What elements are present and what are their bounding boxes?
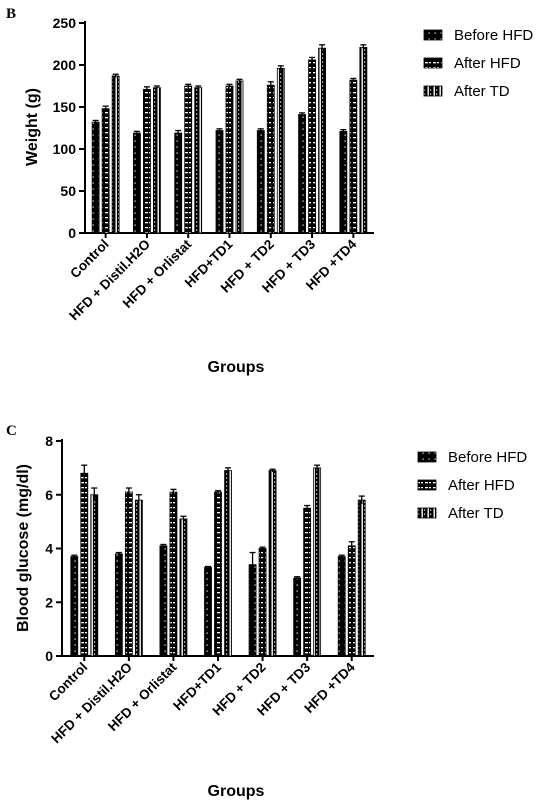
bar	[174, 132, 183, 234]
bar	[359, 46, 368, 234]
bar	[357, 499, 366, 657]
y-axis-title: Weight (g)	[24, 88, 41, 166]
bar	[70, 556, 79, 657]
bar	[214, 491, 222, 657]
bar	[90, 494, 99, 657]
bar	[194, 87, 203, 234]
y-tick-label: 50	[60, 183, 76, 199]
bar	[337, 556, 346, 657]
bar	[111, 75, 120, 234]
bar	[347, 545, 356, 657]
x-tick-label: Control	[46, 660, 91, 705]
bar	[235, 80, 244, 234]
bar	[143, 88, 151, 234]
bar	[215, 130, 224, 234]
bar	[179, 518, 188, 657]
legend-swatch	[417, 507, 437, 519]
bar	[256, 130, 265, 234]
legend-swatch	[423, 29, 443, 41]
y-axis-title: Blood glucose (mg/dl)	[15, 464, 32, 632]
legend-label: After HFD	[454, 55, 521, 72]
bar	[159, 545, 168, 657]
legend-label: After TD	[454, 83, 510, 100]
bar	[101, 108, 110, 234]
y-tick-label: 2	[45, 594, 53, 610]
legend-label: Before HFD	[454, 27, 533, 44]
bar	[224, 470, 232, 657]
bar	[133, 132, 141, 234]
bar	[91, 121, 100, 234]
x-axis-title: Groups	[208, 783, 265, 800]
y-tick-label: 4	[45, 541, 53, 557]
bar	[266, 84, 275, 234]
bar	[318, 47, 326, 234]
bar	[268, 470, 277, 657]
bar	[293, 577, 302, 657]
y-tick-label: 150	[53, 99, 77, 115]
bar	[80, 472, 89, 657]
y-tick-label: 8	[45, 433, 53, 449]
legend-swatch	[417, 479, 437, 491]
bar	[313, 467, 322, 657]
bar	[225, 85, 234, 234]
glucose-chart: C Blood glucose (mg/dl) Groups 0 2 4 6 8 Cont…	[6, 423, 527, 800]
bar	[308, 59, 316, 234]
panel-letter: B	[6, 6, 16, 22]
y-tick-label: 100	[53, 141, 77, 157]
x-axis-title: Groups	[208, 359, 265, 376]
bar	[298, 114, 306, 234]
bar	[276, 67, 285, 234]
panel-letter: C	[6, 423, 17, 439]
y-tick-label: 200	[53, 57, 77, 73]
y-tick-label: 0	[68, 225, 76, 241]
bar	[153, 87, 161, 234]
y-tick-label: 6	[45, 487, 53, 503]
y-tick-label: 0	[45, 648, 53, 664]
legend-swatch	[423, 57, 443, 69]
bar	[349, 79, 358, 234]
legend-swatch	[417, 451, 437, 463]
bar	[184, 85, 193, 234]
y-tick-label: 250	[53, 15, 77, 31]
weight-chart: B Weight (g) Groups 050100150200250Contr…	[6, 6, 533, 376]
bar	[303, 507, 312, 657]
legend-label: After HFD	[448, 477, 515, 494]
bar	[258, 548, 267, 657]
x-tick-label: HFD + Distil.H2O	[48, 660, 135, 747]
legend-label: After TD	[448, 505, 504, 522]
bar	[169, 491, 178, 657]
bar	[134, 499, 143, 657]
bar	[339, 130, 348, 234]
bar	[204, 566, 212, 657]
bar	[248, 564, 257, 657]
bar	[114, 553, 123, 657]
legend-label: Before HFD	[448, 449, 527, 466]
bar	[124, 491, 133, 657]
legend-swatch	[423, 85, 443, 97]
